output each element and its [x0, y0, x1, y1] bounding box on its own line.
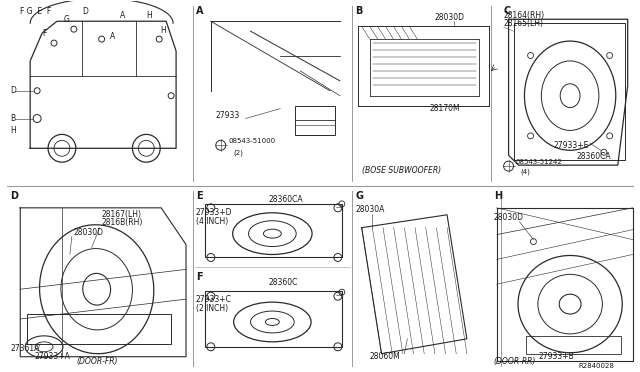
Text: (DOOR-RR): (DOOR-RR) [493, 357, 536, 366]
Text: G: G [64, 15, 70, 24]
Bar [205, 204, 342, 257]
Text: 28360CA: 28360CA [268, 195, 303, 204]
Text: G: G [356, 191, 364, 201]
Text: 27933+C: 27933+C [196, 295, 232, 304]
Text: C: C [504, 6, 511, 16]
Text: 28170M: 28170M [429, 104, 460, 113]
Text: 28165(LH): 28165(LH) [504, 19, 543, 28]
Bar [295, 106, 335, 135]
Text: 2816B(RH): 2816B(RH) [102, 218, 143, 227]
Text: (2): (2) [234, 150, 244, 157]
Text: 28164(RH): 28164(RH) [504, 11, 545, 20]
Text: 08543-51242: 08543-51242 [516, 159, 563, 165]
Text: 28030D: 28030D [74, 228, 104, 237]
Text: A: A [120, 11, 125, 20]
Bar [28, 314, 171, 344]
Text: 28360CA: 28360CA [576, 152, 611, 161]
Text: A: A [109, 32, 115, 41]
Text: (2 INCH): (2 INCH) [196, 304, 228, 312]
Bar [205, 291, 342, 347]
Text: 27933+E: 27933+E [553, 141, 589, 150]
Text: 08543-51000: 08543-51000 [228, 138, 276, 144]
Text: B: B [355, 6, 362, 16]
Text: E: E [196, 191, 202, 201]
Text: 27933+A: 27933+A [34, 352, 70, 361]
Text: 27933+B: 27933+B [538, 352, 574, 361]
Text: 28030D: 28030D [434, 13, 464, 22]
Text: A: A [196, 6, 204, 16]
Bar [513, 23, 625, 160]
Text: H: H [10, 126, 16, 135]
Text: 28060M: 28060M [370, 352, 401, 361]
Text: D: D [10, 191, 19, 201]
Text: H: H [493, 191, 502, 201]
Bar [527, 336, 621, 354]
Text: B: B [10, 114, 15, 123]
Text: F: F [42, 29, 47, 38]
Text: 27933+D: 27933+D [196, 208, 232, 217]
Text: R2840028: R2840028 [578, 363, 614, 369]
Text: F: F [196, 272, 202, 282]
Text: 27933: 27933 [216, 111, 240, 120]
Text: D: D [10, 86, 16, 95]
Text: 27361A: 27361A [10, 344, 40, 353]
Text: H: H [147, 11, 152, 20]
Text: (DOOR-FR): (DOOR-FR) [77, 357, 118, 366]
Text: 28167(LH): 28167(LH) [102, 210, 141, 219]
Text: 28030D: 28030D [493, 213, 524, 222]
Text: D: D [82, 7, 88, 16]
Text: H: H [160, 26, 166, 35]
Text: (4): (4) [520, 169, 531, 175]
Text: (BOSE SUBWOOFER): (BOSE SUBWOOFER) [362, 166, 441, 174]
Text: 28030A: 28030A [356, 205, 385, 214]
Text: F G  E  F: F G E F [20, 7, 51, 16]
Text: 28360C: 28360C [268, 278, 298, 287]
Text: (4 INCH): (4 INCH) [196, 217, 228, 226]
